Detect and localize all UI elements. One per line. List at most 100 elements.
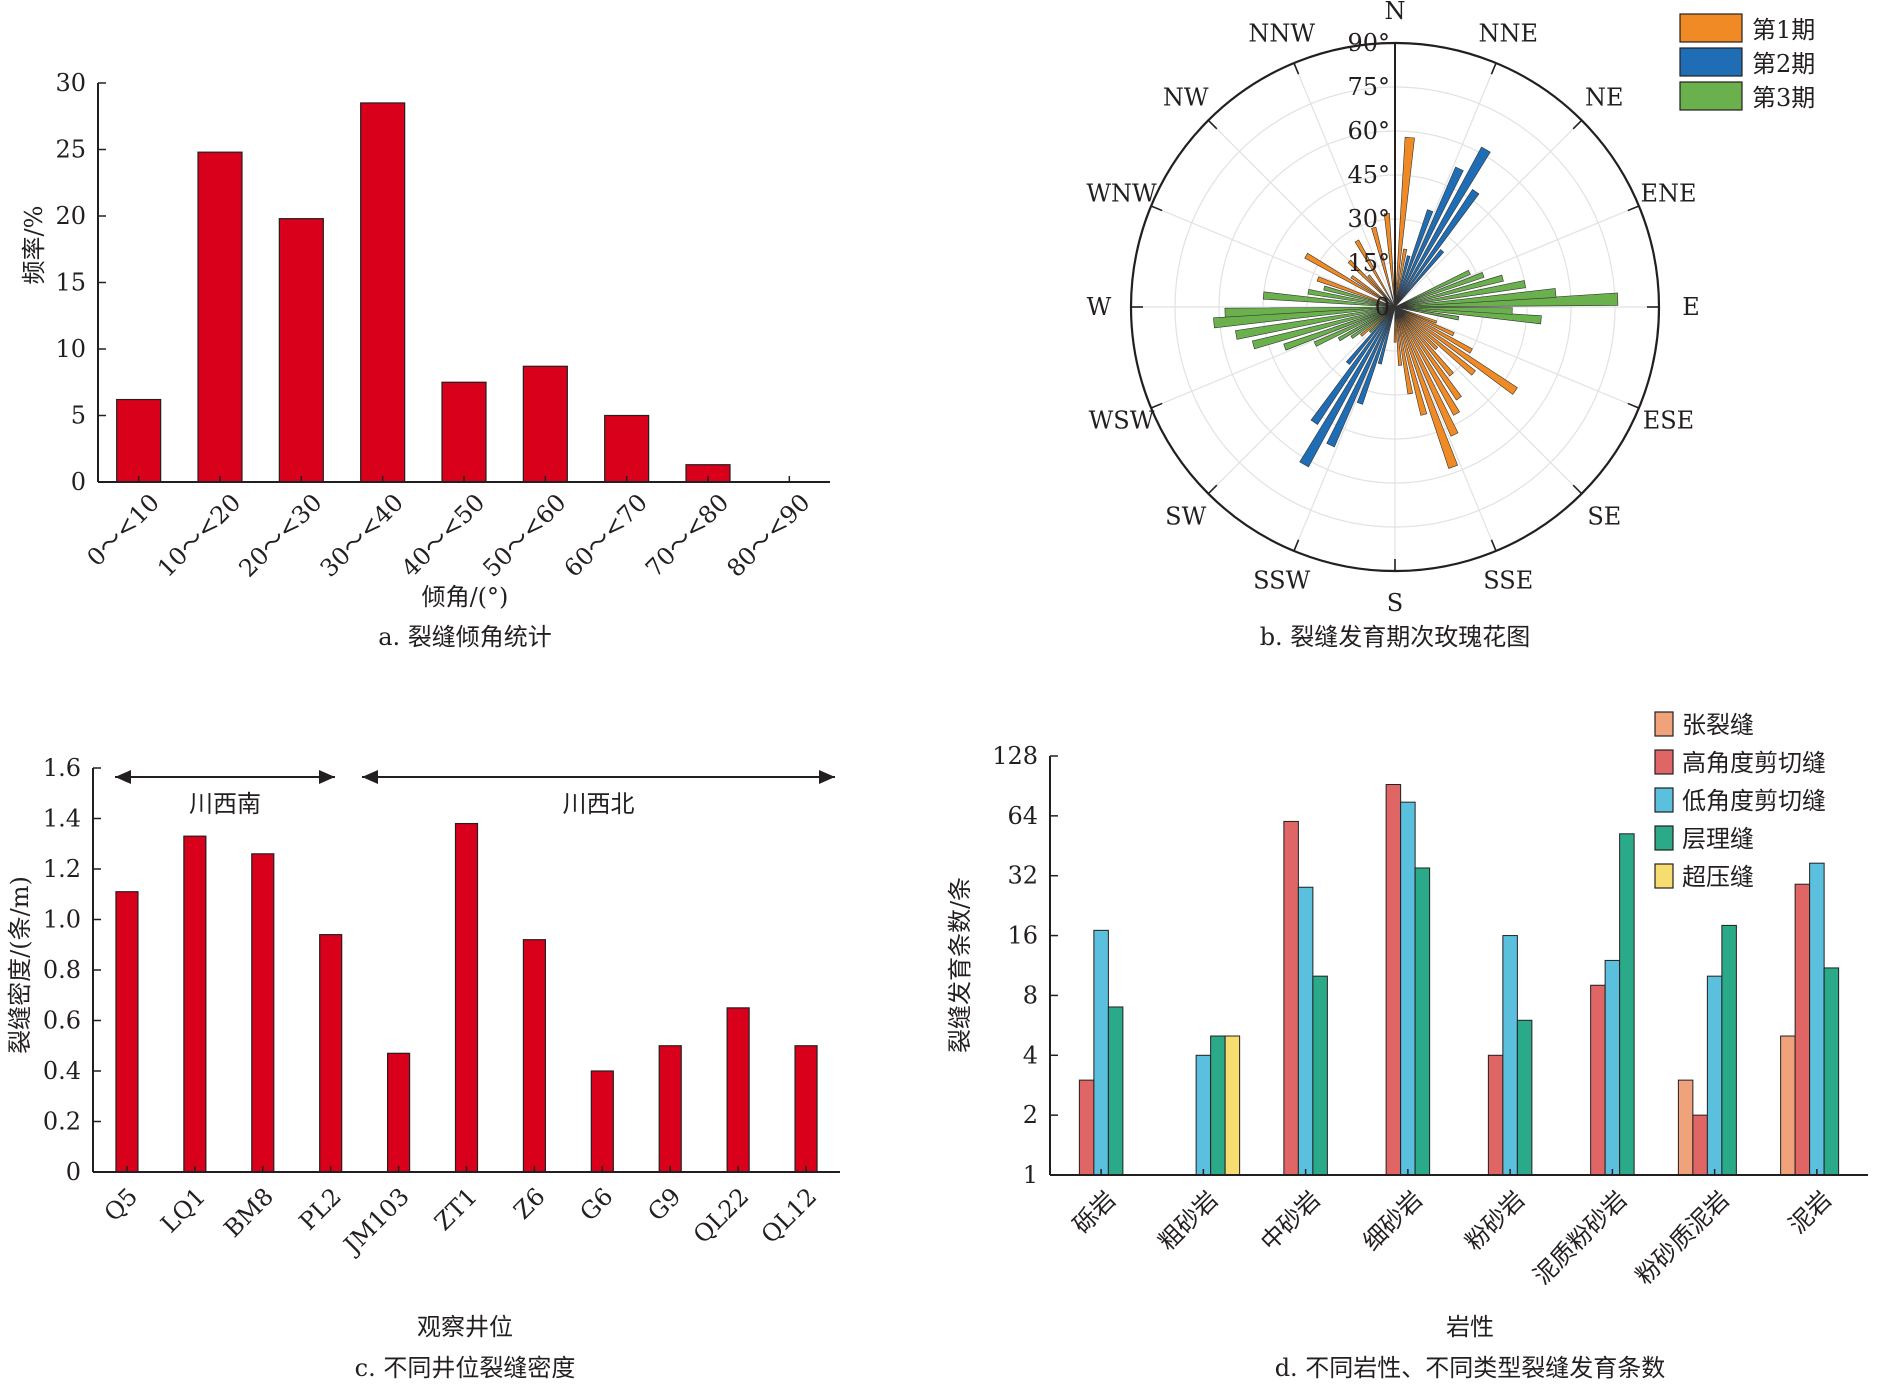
bar [319,934,343,1173]
panel-d-x-label: 岩性 [1446,1313,1494,1341]
direction-label: ENE [1640,180,1696,208]
rose-petal [1394,306,1473,354]
direction-label: SW [1165,502,1206,530]
rose-petal [1394,306,1462,401]
grid-spoke [1293,62,1396,308]
bar [1780,1035,1796,1176]
direction-label: N [1385,0,1406,25]
rose-petal [1307,288,1396,308]
rose-petal [1262,291,1396,308]
direction-label: SE [1587,502,1621,530]
rose-petal [1394,306,1518,395]
bar [1414,867,1431,1176]
bar [1502,935,1518,1176]
bar [1297,886,1314,1176]
rose-petal [1350,275,1396,308]
outer-tick [1572,119,1583,130]
x-tick-label: 10～<20 [152,488,246,582]
grid-spoke [1394,62,1497,308]
rose-petal [1394,166,1464,308]
rose-petal [1304,252,1396,308]
legend-swatch [1654,787,1674,813]
legend-swatch [1654,749,1674,775]
legend-swatch [1654,711,1674,737]
legend-label: 低角度剪切缝 [1682,787,1826,815]
rose-petal [1356,306,1396,405]
panel-b-direction-labels: N NNE NE ENE E ESE SE SSE S SSW SW WSW W WNW NW NNW [1086,0,1699,617]
y-tick-label: 0.4 [43,1057,81,1085]
bar [251,853,275,1173]
outer-tick [1293,539,1300,552]
y-tick-label: 32 [1007,862,1038,890]
y-tick-label: 4 [1023,1041,1038,1069]
bar [1721,924,1737,1176]
grid-spoke [1150,205,1396,308]
grid-spoke [1150,306,1396,409]
direction-label: WSW [1089,406,1155,434]
outer-tick [1490,539,1497,552]
radial-label: 90° [1347,29,1390,57]
direction-label: WNW [1086,180,1157,208]
bar [1677,1079,1694,1176]
legend-label: 第1期 [1752,16,1815,44]
rose-petal [1394,272,1485,308]
x-tick-label: 80～<90 [721,488,815,582]
bar [1692,1114,1708,1176]
bar [197,151,243,483]
x-tick-label: G9 [642,1182,686,1226]
x-tick-label: QL22 [688,1182,755,1249]
region-arrow-left [115,770,131,784]
y-tick-label: 25 [55,136,86,164]
bar [1604,959,1621,1176]
rose-petal [1377,306,1396,365]
rose-petal [1394,306,1438,324]
bar [1195,1054,1212,1176]
legend-label: 高角度剪切缝 [1682,749,1826,777]
rose-petal [1394,269,1471,308]
bar [1224,1035,1241,1176]
grid-spoke [1394,205,1640,308]
rose-petal [1345,306,1396,365]
panel-c-y-label: 裂缝密度/(条/m) [6,876,34,1054]
rose-petal [1394,306,1476,376]
y-tick-label: 16 [1007,922,1038,950]
rose-petal [1394,306,1460,321]
rose-petal [1368,306,1396,334]
x-tick-label: JM103 [336,1182,414,1261]
bar [1809,862,1825,1176]
outer-tick [1150,205,1163,212]
legend-swatch [1654,863,1674,889]
panel-b-rose-diagram: 015°30°45°60°75°90° NNNENEENEEESESESSESS… [1086,0,1815,651]
outer-tick [1207,119,1218,130]
rose-petal [1394,306,1459,469]
x-tick-label: QL12 [756,1182,823,1249]
rose-petal [1394,306,1428,416]
bar [1400,801,1416,1176]
bar [454,822,479,1173]
region-arrow-right [319,770,335,784]
bar [1706,975,1723,1176]
direction-label: E [1682,293,1700,321]
y-tick-label: 1.2 [43,855,81,883]
y-tick-label: 30 [55,69,86,97]
panel-d-y-label: 裂缝发育条数/条 [946,877,974,1053]
bar [1516,1019,1533,1176]
rose-petal [1283,306,1396,351]
x-tick-label: Z6 [508,1182,550,1224]
rose-petal [1251,306,1396,350]
rose-petal [1354,239,1396,308]
y-tick-label: 0 [66,1158,81,1186]
x-tick-label: 20～<30 [233,488,327,582]
x-tick-label: Q5 [99,1182,144,1227]
legend-swatch [1679,13,1743,43]
rose-petal [1394,306,1439,351]
panel-b-petals [1213,136,1619,469]
x-tick-label: PL2 [294,1182,347,1235]
bar [590,1070,614,1173]
bar [658,1045,682,1173]
y-tick-label: 0.6 [43,1007,81,1035]
panel-b-caption: b. 裂缝发育期次玫瑰花图 [1260,623,1531,651]
